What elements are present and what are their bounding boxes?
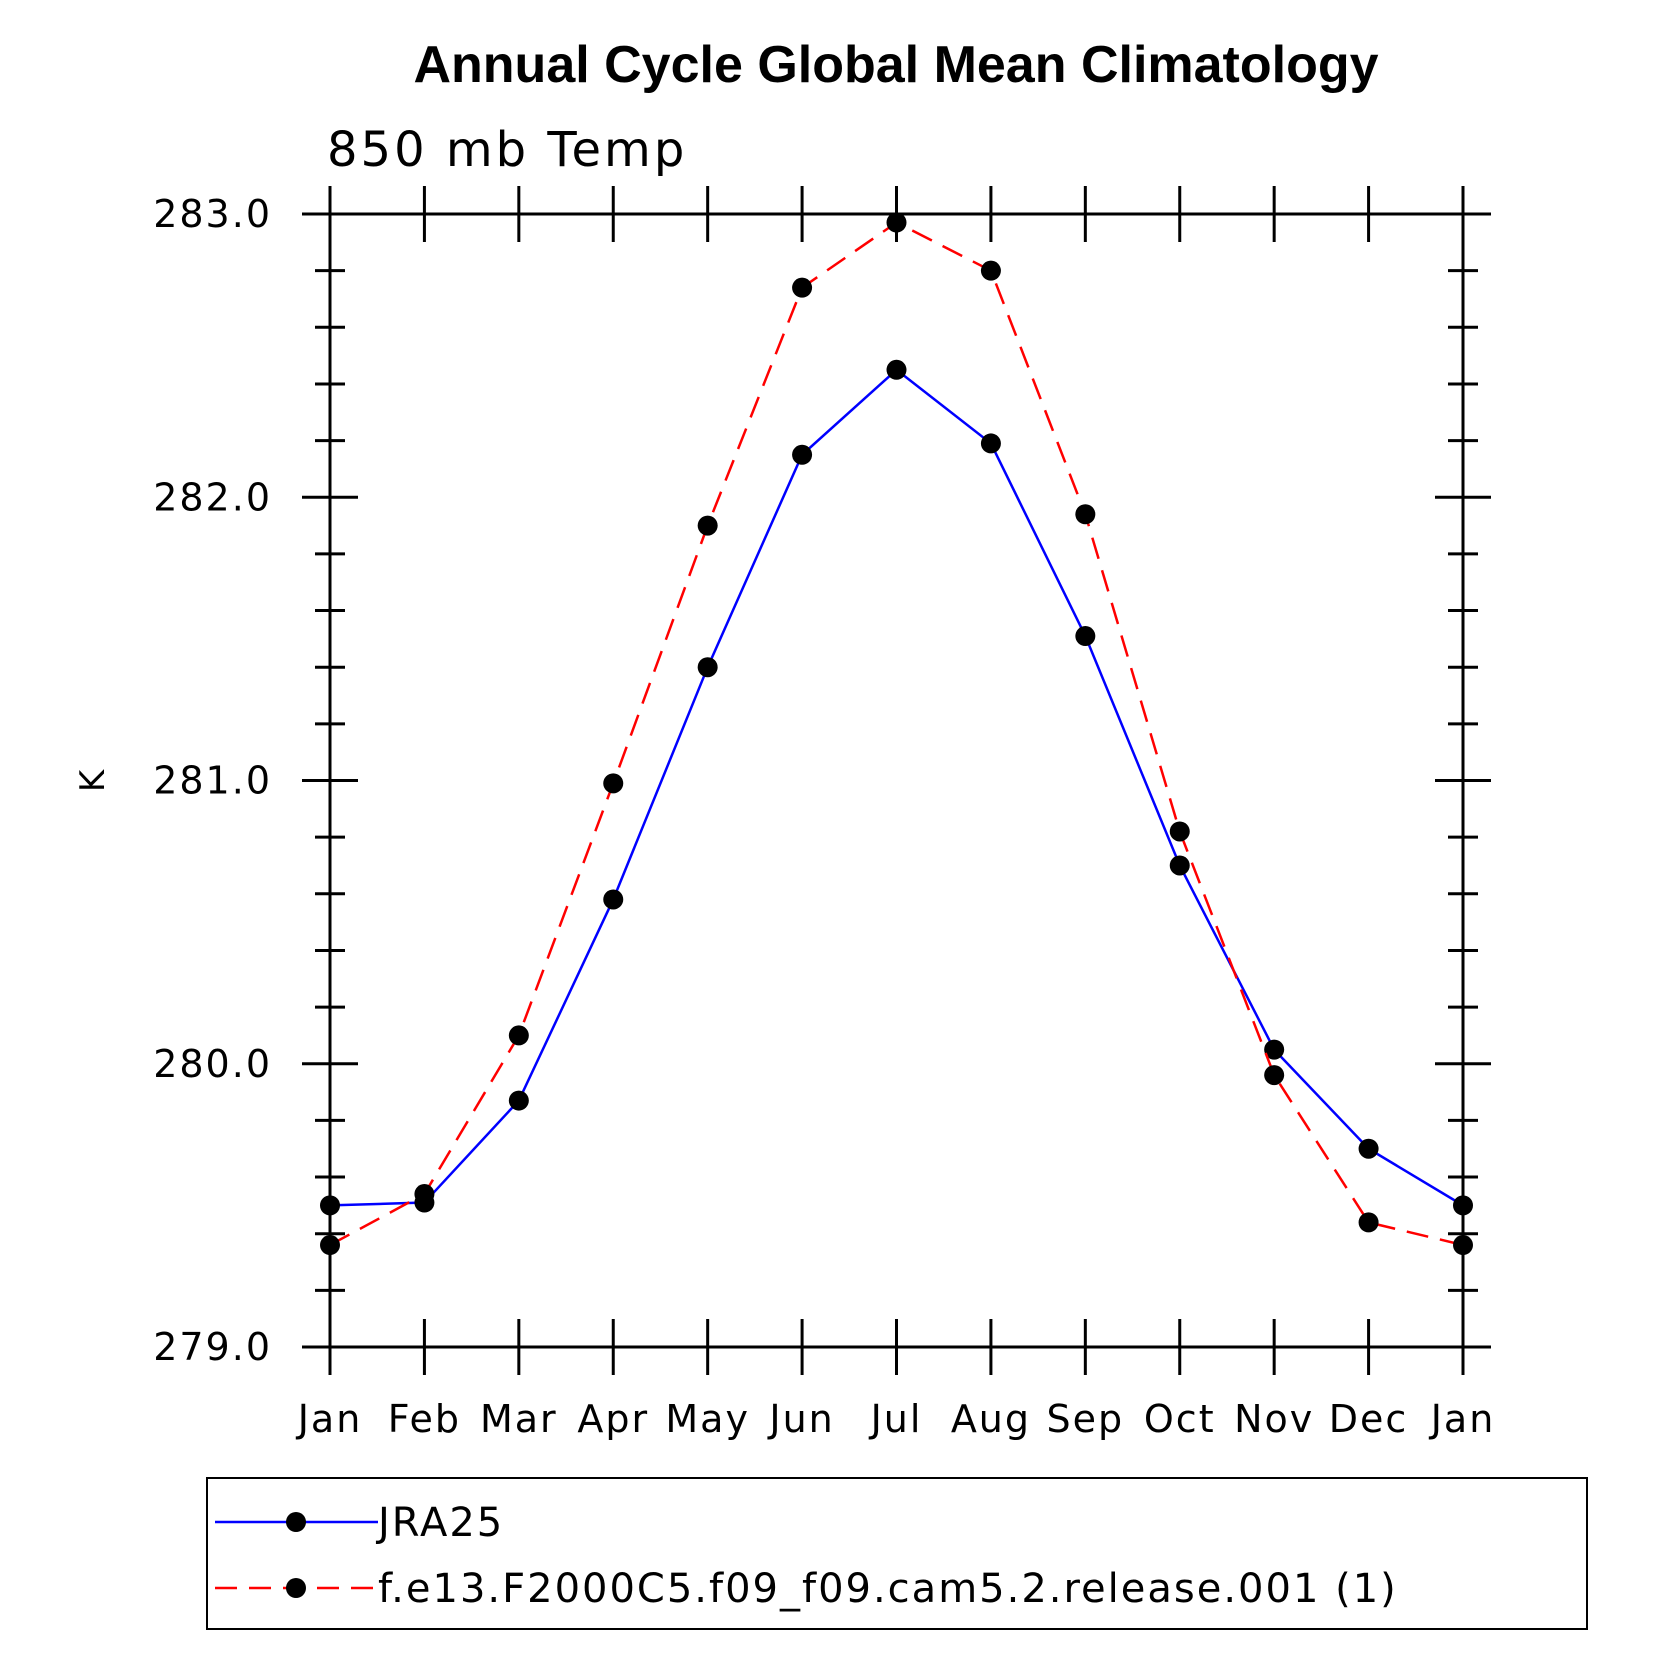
y-tick-label: 283.0 bbox=[153, 192, 272, 236]
y-axis-label: K bbox=[73, 768, 113, 792]
x-tick-label: Oct bbox=[1144, 1397, 1216, 1441]
x-tick-label: Jan bbox=[1429, 1397, 1496, 1441]
y-tick-labels: 279.0 280.0 281.0 282.0 283.0 bbox=[153, 192, 272, 1369]
x-tick-label: May bbox=[665, 1397, 750, 1441]
series-1 bbox=[320, 359, 1473, 1216]
x-tick-label: Aug bbox=[951, 1397, 1031, 1441]
data-point bbox=[508, 1090, 529, 1111]
x-tick-label: Mar bbox=[480, 1397, 558, 1441]
data-point bbox=[414, 1184, 435, 1205]
y-tick-label: 282.0 bbox=[153, 475, 272, 519]
data-point bbox=[1358, 1138, 1379, 1159]
data-point bbox=[980, 260, 1001, 281]
data-point bbox=[1169, 855, 1190, 876]
data-point bbox=[1075, 626, 1096, 647]
x-tick-label: Jul bbox=[869, 1397, 923, 1441]
y-tick-label: 280.0 bbox=[153, 1042, 272, 1086]
legend-marker bbox=[286, 1512, 306, 1532]
plot-frame bbox=[328, 212, 1465, 1349]
data-point bbox=[792, 444, 813, 465]
data-point bbox=[1264, 1065, 1285, 1086]
data-point bbox=[1264, 1039, 1285, 1060]
data-point bbox=[697, 515, 718, 536]
data-point bbox=[886, 359, 907, 380]
x-tick-label: Nov bbox=[1234, 1397, 1314, 1441]
x-tick-label: Apr bbox=[577, 1397, 649, 1441]
x-tick-label: Dec bbox=[1329, 1397, 1409, 1441]
data-point bbox=[603, 773, 624, 794]
data-point bbox=[697, 657, 718, 678]
x-tick-label: Feb bbox=[388, 1397, 461, 1441]
legend-label: JRA25 bbox=[375, 1500, 504, 1546]
series-line bbox=[329, 368, 1464, 1207]
series-2 bbox=[320, 212, 1473, 1256]
data-point bbox=[886, 212, 907, 233]
legend-box bbox=[206, 1477, 1588, 1630]
legend-label: f.e13.F2000C5.f09_f09.cam5.2.release.001… bbox=[378, 1566, 1398, 1612]
x-tick-label: Sep bbox=[1047, 1397, 1125, 1441]
data-series bbox=[320, 212, 1473, 1256]
data-point bbox=[980, 433, 1001, 454]
chart-subtitle: 850 mb Temp bbox=[327, 122, 687, 178]
x-tick-label: Jan bbox=[296, 1397, 363, 1441]
data-point bbox=[1169, 821, 1190, 842]
legend: JRA25 f.e13.F2000C5.f09_f09.cam5.2.releas… bbox=[206, 1477, 1588, 1630]
data-point bbox=[1358, 1212, 1379, 1233]
data-point bbox=[1075, 504, 1096, 525]
y-tick-label: 281.0 bbox=[153, 759, 272, 803]
x-tick-label: Jun bbox=[767, 1397, 834, 1441]
data-point bbox=[792, 277, 813, 298]
chart-title: Annual Cycle Global Mean Climatology bbox=[413, 36, 1378, 94]
data-point bbox=[603, 889, 624, 910]
y-tick-label: 279.0 bbox=[153, 1325, 272, 1369]
x-tick-labels: Jan Feb Mar Apr May Jun Jul Aug Sep Oct Nov Dec Jan bbox=[296, 1397, 1496, 1441]
data-point bbox=[508, 1025, 529, 1046]
legend-marker bbox=[286, 1578, 306, 1598]
